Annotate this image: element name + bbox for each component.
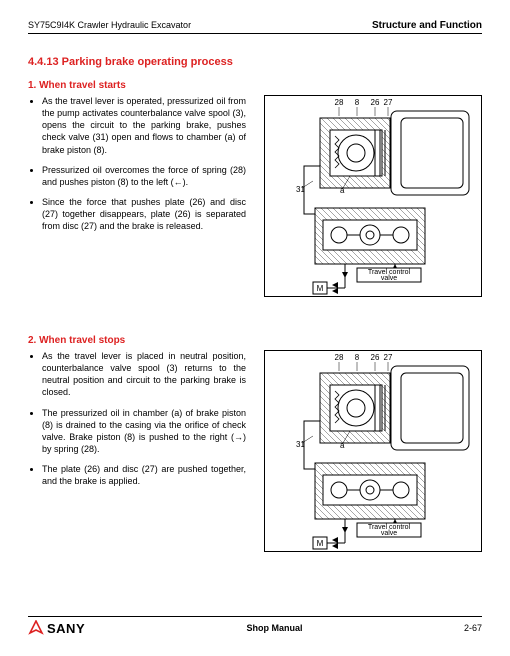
- list-item: Since the force that pushes plate (26) a…: [42, 196, 246, 232]
- svg-text:28: 28: [335, 98, 344, 107]
- svg-text:8: 8: [355, 353, 360, 362]
- svg-text:26: 26: [371, 98, 380, 107]
- subsection-heading: 1. When travel starts: [28, 80, 482, 91]
- list-item: As the travel lever is placed in neutral…: [42, 350, 246, 399]
- svg-text:27: 27: [384, 98, 393, 107]
- brand-logo: SANY: [28, 620, 85, 636]
- page-header: SY75C9I4K Crawler Hydraulic Excavator St…: [28, 20, 482, 34]
- header-left: SY75C9I4K Crawler Hydraulic Excavator: [28, 20, 191, 31]
- page-footer: SANY Shop Manual 2-67: [28, 616, 482, 636]
- svg-text:a: a: [340, 441, 345, 450]
- body-content: 1. When travel starts As the travel lever…: [28, 80, 482, 550]
- list-item: As the travel lever is operated, pressur…: [42, 95, 246, 156]
- svg-text:31: 31: [296, 185, 305, 194]
- section-name: Parking brake operating process: [62, 56, 233, 68]
- list-item: Pressurized oil overcomes the force of s…: [42, 164, 246, 188]
- svg-text:27: 27: [384, 353, 393, 362]
- header-right: Structure and Function: [372, 20, 482, 31]
- diagram-figure: 2882627 31 a Travel control valve M: [264, 350, 482, 552]
- subsection-heading: 2. When travel stops: [28, 335, 482, 346]
- list-item: The plate (26) and disc (27) are pushed …: [42, 463, 246, 487]
- section-title: 4.4.13 Parking brake operating process: [28, 56, 482, 68]
- bullet-list: As the travel lever is operated, pressur…: [28, 95, 246, 232]
- svg-text:M: M: [317, 539, 324, 548]
- list-item: The pressurized oil in chamber (a) of br…: [42, 407, 246, 456]
- svg-text:M: M: [317, 284, 324, 293]
- svg-text:a: a: [340, 186, 345, 195]
- diagram-figure: 2882627 31 a Travel control valve M: [264, 95, 482, 297]
- svg-text:valve: valve: [381, 275, 397, 282]
- footer-page: 2-67: [464, 623, 482, 633]
- section-num: 4.4.13: [28, 56, 59, 68]
- svg-text:28: 28: [335, 353, 344, 362]
- svg-text:31: 31: [296, 440, 305, 449]
- footer-center: Shop Manual: [247, 623, 303, 633]
- bullet-list: As the travel lever is placed in neutral…: [28, 350, 246, 487]
- svg-text:8: 8: [355, 98, 360, 107]
- svg-text:26: 26: [371, 353, 380, 362]
- brand-text: SANY: [47, 621, 85, 636]
- svg-text:valve: valve: [381, 530, 397, 537]
